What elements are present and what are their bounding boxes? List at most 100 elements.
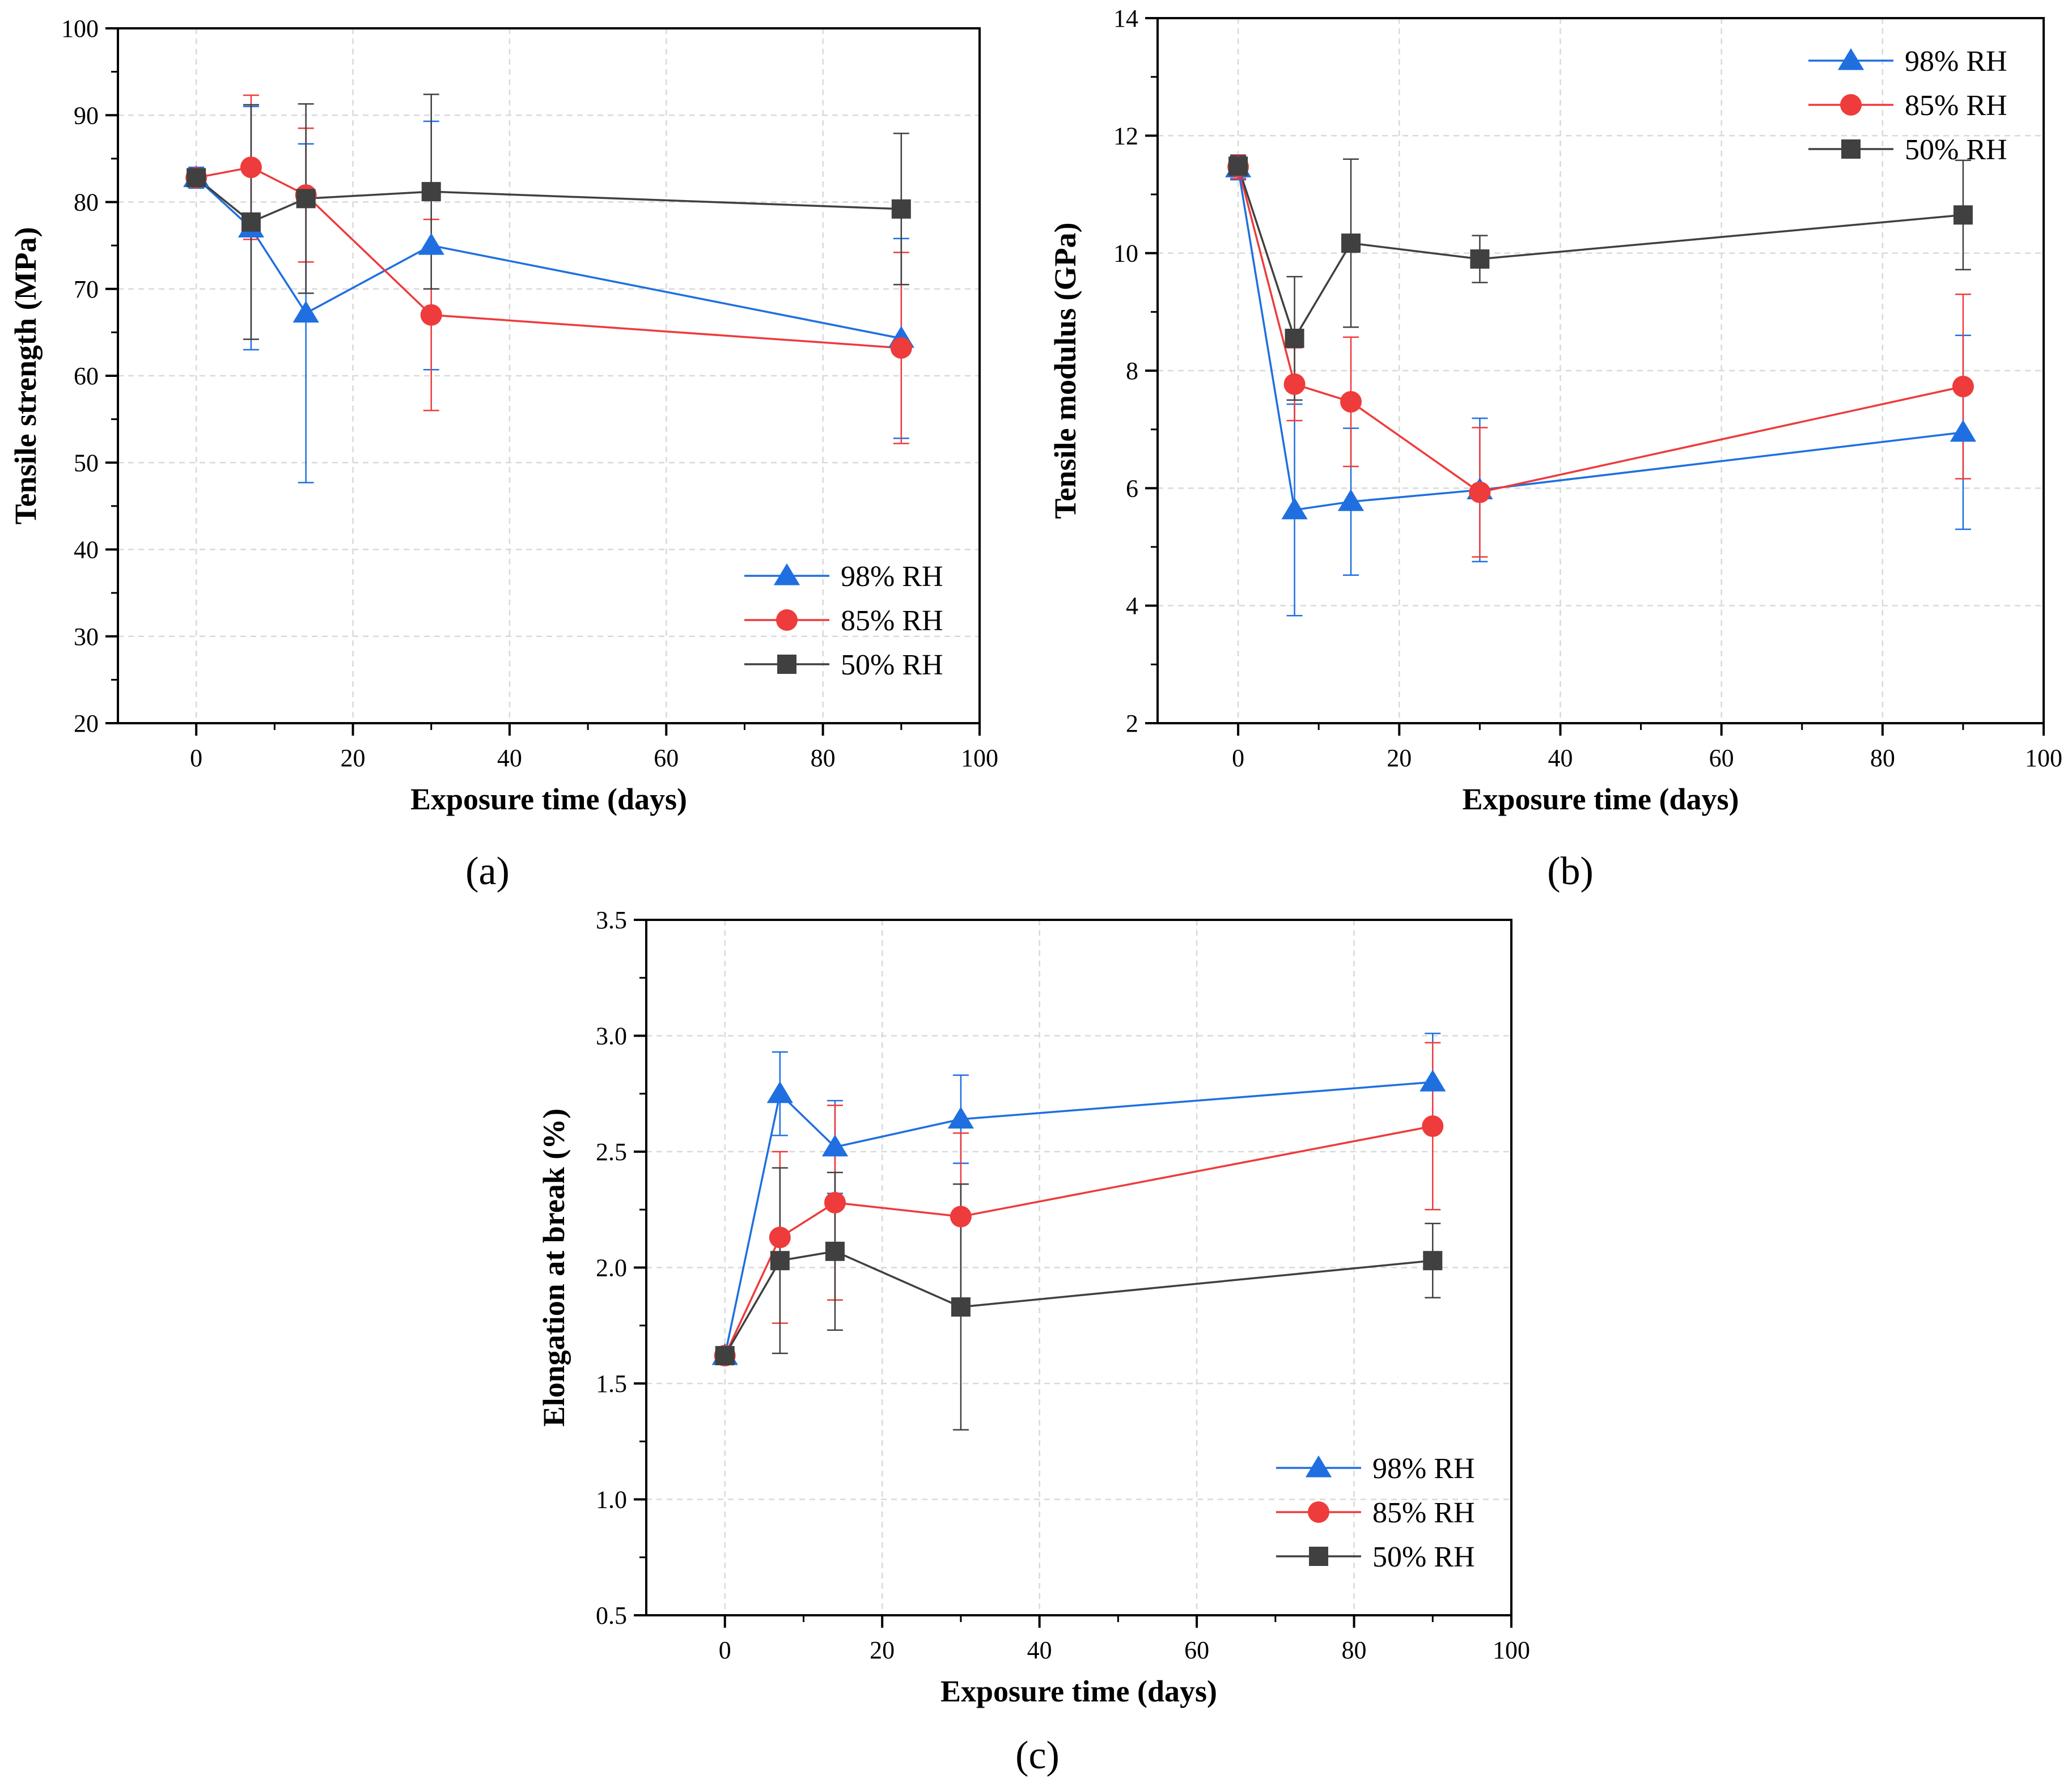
- series-line-85rh: [1237, 166, 1964, 494]
- x-tick-label: 100: [2025, 744, 2062, 772]
- data-point-square: [1423, 1251, 1443, 1271]
- y-tick-label: 30: [74, 623, 99, 651]
- y-tick-label: 90: [74, 101, 99, 129]
- data-point-square: [825, 1241, 845, 1261]
- panel-label: (a): [465, 850, 510, 893]
- x-axis-title: Exposure time (days): [940, 1674, 1217, 1708]
- chart-panel-a: 0 20 40 60 80 100 20 30 40 50 60 70 80 90 100 Exposure …: [9, 15, 998, 893]
- legend-marker-triangle: [773, 563, 800, 585]
- data-point-circle: [824, 1191, 846, 1213]
- y-tick-label: 6: [1126, 474, 1138, 502]
- data-point-square: [891, 199, 911, 219]
- legend-label: 98% RH: [1372, 1453, 1475, 1485]
- x-tick-label: 60: [1184, 1636, 1209, 1664]
- legend-marker-square: [1841, 139, 1861, 159]
- legend-marker-circle: [1840, 94, 1862, 116]
- legend-marker-triangle: [1837, 48, 1865, 70]
- y-tick-label: 60: [74, 362, 99, 390]
- data-point-circle: [1283, 373, 1306, 395]
- y-tick-label: 1.5: [596, 1370, 627, 1398]
- x-tick-label: 0: [1232, 744, 1244, 772]
- data-point-triangle: [1420, 1069, 1446, 1092]
- x-tick-label: 40: [1548, 744, 1573, 772]
- x-tick-label: 0: [190, 744, 202, 772]
- data-point-square: [770, 1251, 790, 1271]
- legend-marker-circle: [776, 609, 798, 631]
- series-line-98rh: [724, 1081, 1433, 1356]
- legend: 98% RH 85% RH 50% RH: [1808, 45, 2007, 166]
- legend-marker-triangle: [1305, 1455, 1332, 1478]
- y-tick-label: 4: [1126, 592, 1138, 620]
- x-tick-label: 80: [1870, 744, 1895, 772]
- y-tick-label: 12: [1113, 122, 1138, 150]
- legend-label: 85% RH: [1372, 1497, 1475, 1529]
- data-point-square: [1341, 234, 1361, 253]
- data-point-triangle: [1950, 419, 1977, 442]
- series-line-85rh: [724, 1125, 1433, 1356]
- y-tick-label: 2.5: [596, 1138, 627, 1166]
- data-point-triangle: [418, 233, 444, 255]
- chart-panel-c: 0 20 40 60 80 100 0.5 1.0 1.5 2.0 2.5 3.0 3.5 Exposur…: [537, 906, 1530, 1777]
- data-point-circle: [890, 337, 912, 359]
- x-tick-label: 80: [811, 744, 836, 772]
- legend-label: 50% RH: [841, 649, 943, 681]
- data-point-circle: [1952, 375, 1974, 397]
- series-line-98rh: [1237, 168, 1964, 511]
- data-point-square: [241, 212, 261, 232]
- legend-marker-circle: [1308, 1501, 1329, 1523]
- data-point-square: [951, 1297, 971, 1317]
- data-point-square: [1228, 156, 1248, 176]
- x-tick-label: 40: [1027, 1636, 1052, 1664]
- legend-label: 98% RH: [1905, 45, 2007, 78]
- data-point-triangle: [1281, 497, 1308, 520]
- y-tick-label: 80: [74, 189, 99, 217]
- data-point-triangle: [947, 1106, 974, 1129]
- data-point-circle: [950, 1206, 972, 1228]
- y-tick-label: 1.0: [596, 1486, 627, 1514]
- data-point-circle: [1469, 481, 1491, 503]
- y-tick-label: 10: [1113, 240, 1138, 268]
- legend: 98% RH 85% RH 50% RH: [1276, 1453, 1475, 1573]
- y-tick-label: 50: [74, 449, 99, 477]
- y-axis-title: Tensile modulus (GPa): [1048, 222, 1082, 519]
- data-point-square: [1953, 205, 1973, 225]
- x-tick-label: 100: [1493, 1636, 1530, 1664]
- legend-label: 50% RH: [1905, 134, 2007, 166]
- legend-label: 85% RH: [841, 605, 943, 637]
- legend-marker-square: [777, 655, 796, 674]
- data-point-circle: [240, 156, 262, 179]
- data-point-circle: [1422, 1115, 1444, 1137]
- x-tick-label: 20: [1387, 744, 1412, 772]
- data-point-triangle: [1337, 489, 1365, 511]
- y-tick-label: 70: [74, 275, 99, 303]
- y-tick-label: 2: [1126, 710, 1138, 737]
- data-point-triangle: [766, 1081, 793, 1103]
- legend-label: 85% RH: [1905, 90, 2007, 122]
- panel-label: (c): [1015, 1734, 1060, 1777]
- data-point-circle: [420, 304, 442, 326]
- panel-label: (b): [1547, 850, 1594, 893]
- data-point-triangle: [821, 1134, 849, 1157]
- y-axis-title: Tensile strength (MPa): [9, 227, 43, 525]
- chart-panel-b: 0 20 40 60 80 100 2 4 6 8 10 12 14 Exposure time (day…: [1048, 5, 2062, 893]
- y-axis-title: Elongation at break (%): [537, 1109, 571, 1427]
- y-tick-label: 3.5: [596, 906, 627, 934]
- x-axis-title: Exposure time (days): [410, 782, 687, 816]
- x-tick-label: 80: [1342, 1636, 1367, 1664]
- x-tick-label: 20: [341, 744, 366, 772]
- y-tick-label: 3.0: [596, 1022, 627, 1050]
- x-tick-label: 100: [961, 744, 998, 772]
- data-point-square: [421, 182, 441, 202]
- data-point-square: [296, 189, 316, 209]
- data-point-square: [1470, 249, 1490, 269]
- x-tick-label: 60: [1709, 744, 1734, 772]
- data-point-circle: [1340, 390, 1362, 413]
- y-tick-label: 100: [61, 15, 99, 43]
- y-tick-label: 14: [1113, 5, 1138, 32]
- x-tick-label: 60: [654, 744, 679, 772]
- x-tick-label: 40: [497, 744, 522, 772]
- y-tick-label: 20: [74, 710, 99, 737]
- legend-label: 50% RH: [1372, 1541, 1475, 1573]
- x-tick-label: 0: [719, 1636, 731, 1664]
